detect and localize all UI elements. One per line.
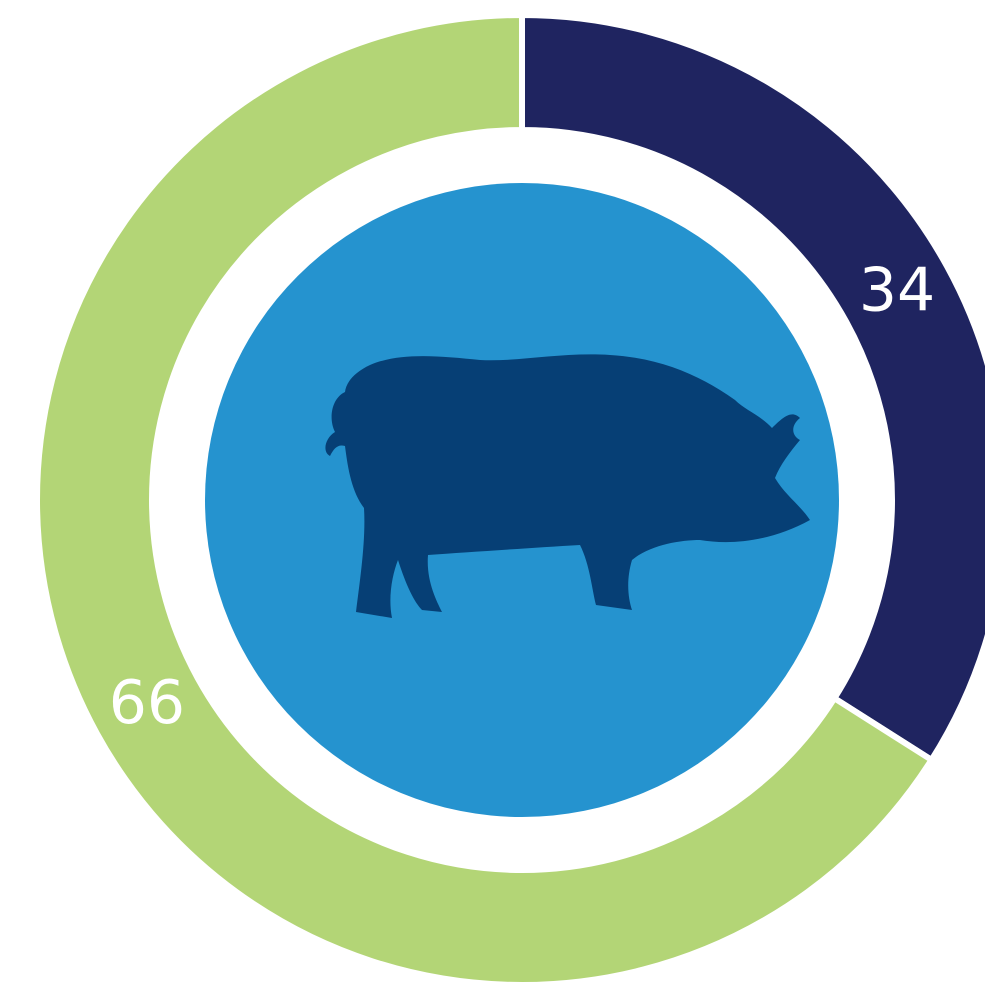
data-label: 66 [109, 668, 185, 738]
data-label: 34 [859, 255, 935, 325]
pig-icon [325, 354, 810, 618]
donut-segment [519, 11, 985, 765]
donut-segment [34, 11, 936, 985]
